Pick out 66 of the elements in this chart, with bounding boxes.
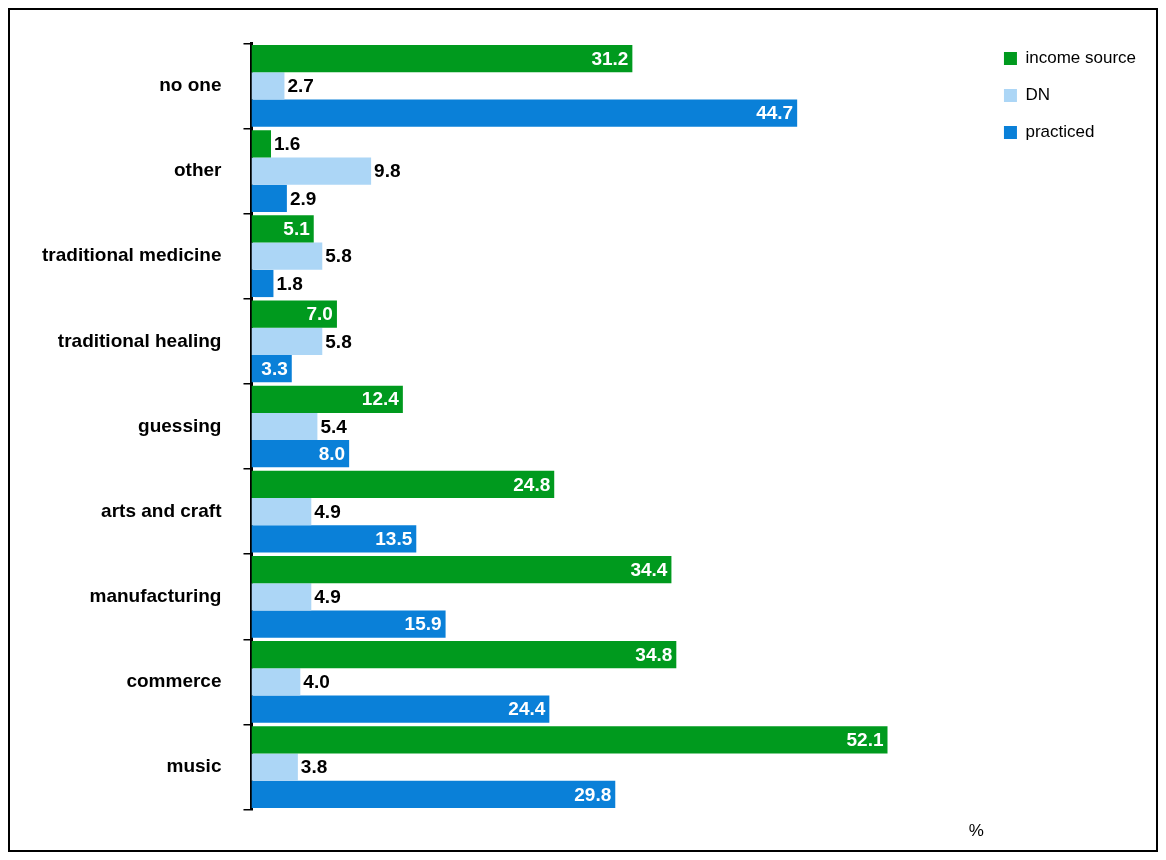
legend-label: DN <box>1025 85 1051 105</box>
data-label: 5.8 <box>325 245 352 267</box>
data-label: 3.8 <box>300 756 328 778</box>
bar <box>251 583 312 611</box>
y-tick-label: music <box>166 755 222 777</box>
bar <box>251 525 417 553</box>
data-label: 29.8 <box>574 783 612 805</box>
bar <box>251 753 298 781</box>
data-label: 2.9 <box>289 187 317 209</box>
bar <box>251 300 337 328</box>
bar <box>251 610 446 638</box>
data-label: 3.3 <box>261 357 288 379</box>
bar <box>251 498 312 526</box>
bar <box>251 269 274 298</box>
data-label: 7.0 <box>306 303 333 325</box>
y-tick-label: manufacturing <box>89 585 222 606</box>
bar <box>251 72 285 100</box>
bar <box>251 99 798 127</box>
bar <box>251 130 272 158</box>
data-label: 13.5 <box>375 528 413 550</box>
data-label: 44.7 <box>756 102 794 124</box>
bar <box>251 412 318 441</box>
legend-label: practiced <box>1025 122 1095 142</box>
data-label: 52.1 <box>846 729 884 751</box>
bar <box>251 215 314 243</box>
data-label: 24.4 <box>508 698 546 720</box>
data-label: 4.0 <box>303 671 330 693</box>
bar <box>251 327 323 355</box>
bar <box>251 555 672 584</box>
data-label: 15.9 <box>404 613 442 635</box>
y-tick-label: arts and craft <box>101 499 223 521</box>
legend-label: income source <box>1025 48 1137 68</box>
data-label: 12.4 <box>361 388 400 410</box>
data-label: 5.8 <box>325 330 352 352</box>
y-tick-label: guessing <box>138 414 222 436</box>
data-label: 1.6 <box>274 133 301 155</box>
y-tick-label: no one <box>159 74 222 96</box>
x-axis-title: % <box>968 821 984 841</box>
data-label: 4.9 <box>314 586 341 607</box>
data-label: 9.8 <box>374 160 401 182</box>
bar <box>251 780 616 808</box>
y-tick-label: traditional medicine <box>42 244 222 266</box>
bar <box>251 45 633 73</box>
data-label: 4.9 <box>314 500 341 522</box>
data-label: 8.0 <box>318 442 346 464</box>
data-label: 2.7 <box>287 75 314 97</box>
y-tick-label: other <box>173 159 223 181</box>
y-tick-label: traditional healing <box>57 329 222 351</box>
data-label: 1.8 <box>276 272 303 294</box>
bar <box>251 440 350 468</box>
bar <box>251 184 287 212</box>
bar <box>251 242 323 270</box>
bar <box>251 726 888 754</box>
bar <box>251 385 403 413</box>
bar <box>251 695 550 723</box>
data-label: 24.8 <box>513 473 551 495</box>
bar <box>251 668 301 696</box>
data-label: 5.4 <box>320 415 348 437</box>
data-label: 34.4 <box>630 558 668 580</box>
bar <box>251 470 555 499</box>
data-label: 34.8 <box>635 643 673 665</box>
y-tick-label: commerce <box>126 670 222 692</box>
data-label: 31.2 <box>591 47 629 69</box>
bar <box>251 641 677 669</box>
data-label: 5.1 <box>283 218 311 240</box>
bar <box>251 157 372 185</box>
